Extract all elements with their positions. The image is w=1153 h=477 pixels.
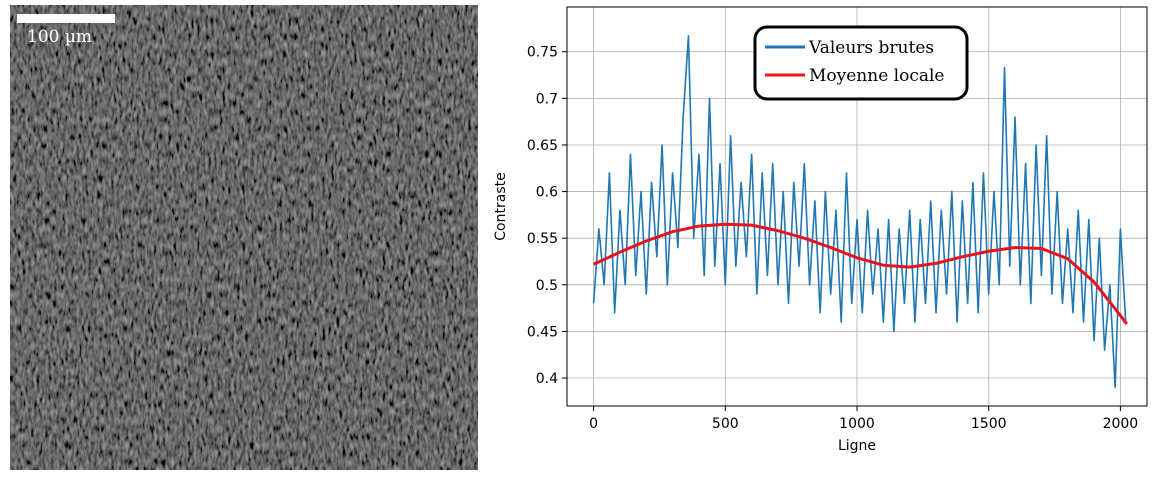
y-tick-label: 0.6 [536,185,558,201]
y-tick-label: 0.55 [527,231,558,247]
y-tick-label: 0.7 [536,91,558,107]
y-tick-label: 0.5 [536,278,558,294]
x-tick-label: 0 [589,416,598,432]
y-tick-label: 0.75 [527,45,558,61]
legend-box [753,25,969,101]
scale-bar [17,14,115,23]
scale-label: 100 µm [27,27,92,47]
x-tick-label: 500 [712,416,739,432]
y-tick-label: 0.4 [536,371,558,387]
data-line [592,222,1128,325]
legend-label: Moyenne locale [809,66,945,86]
image-texture [10,5,478,470]
x-axis-label: Ligne [838,438,876,454]
legend-label: Valeurs brutes [808,38,934,58]
axes-frame [566,6,1148,407]
y-tick-label: 0.65 [527,138,558,154]
micrograph: 100 µm [10,5,478,470]
x-tick-label: 1500 [971,416,1007,432]
x-tick-label: 1000 [839,416,875,432]
y-tick-label: 0.45 [527,324,558,340]
data-line [592,35,1127,389]
x-tick-label: 2000 [1103,416,1139,432]
y-axis-label: Contraste [493,172,509,240]
legend: Valeurs brutes Moyenne locale [753,25,969,101]
plot: 0 500 1000 1500 2000 0.4 0.45 0.5 0.55 0.6 0.65 0.7… [493,6,1148,454]
